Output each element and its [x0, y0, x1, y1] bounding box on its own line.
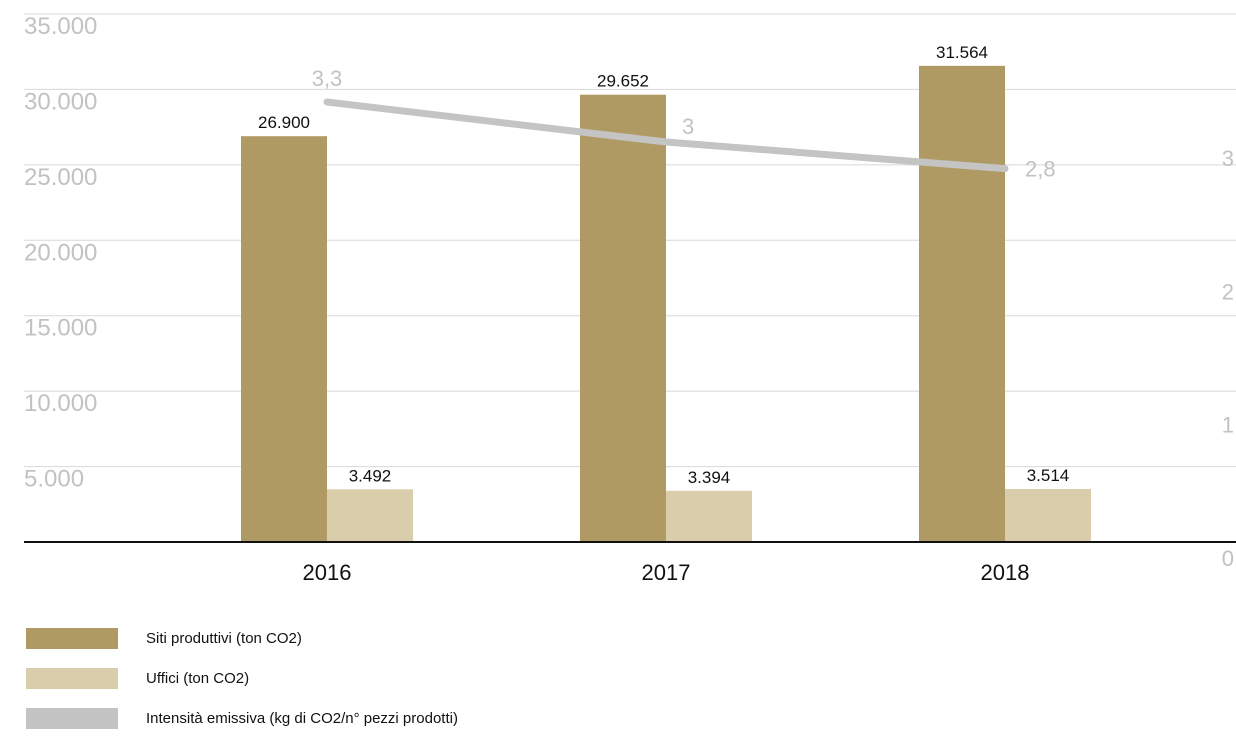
y-left-tick-label: 10.000 [24, 390, 97, 417]
y-left-tick-label: 30.000 [24, 88, 97, 115]
left-axis-ticks: 5.000 10.000 15.000 20.000 25.000 30.000 35.00… [24, 13, 97, 493]
legend-label-uffici: Uffici (ton CO2) [146, 670, 250, 687]
chart: 5.000 10.000 15.000 20.000 25.000 30.000 35.00… [24, 13, 1236, 585]
bar-siti [919, 65, 1005, 543]
bar-uffici [666, 490, 752, 542]
intensity-line: 3,3 3 2,8 [312, 66, 1056, 182]
bar-siti [241, 136, 327, 543]
legend-label-siti: Siti produttivi (ton CO2) [146, 630, 302, 647]
y-left-tick-label: 15.000 [24, 315, 97, 342]
bars: 26.900 3.492 29.652 3.394 31.564 3.514 [241, 43, 1091, 543]
x-tick-label: 2016 [303, 560, 352, 585]
legend-swatch-intensita [26, 708, 118, 729]
y-right-tick-label: 1 [1222, 413, 1234, 438]
legend-item-intensita: Intensità emissiva (kg di CO2/n° pezzi p… [26, 708, 458, 729]
intensity-data-label: 2,8 [1025, 157, 1056, 182]
bar-data-label: 29.652 [597, 72, 649, 91]
bar-data-label: 31.564 [936, 43, 988, 62]
bar-data-label: 3.514 [1027, 466, 1070, 485]
intensity-line-path [323, 98, 1009, 173]
y-left-tick-label: 5.000 [24, 466, 84, 493]
y-left-tick-label: 20.000 [24, 239, 97, 266]
bar-data-label: 3.394 [688, 468, 731, 487]
bar-data-label: 3.492 [349, 466, 392, 485]
legend-item-siti: Siti produttivi (ton CO2) [26, 628, 458, 649]
y-right-tick-label: 0 [1222, 546, 1234, 571]
x-tick-label: 2018 [981, 560, 1030, 585]
y-right-tick-label: 2 [1222, 279, 1234, 304]
bar-uffici [1005, 488, 1091, 542]
bar-data-label: 26.900 [258, 113, 310, 132]
legend-item-uffici: Uffici (ton CO2) [26, 668, 458, 689]
legend-swatch-uffici [26, 668, 118, 689]
y-right-tick-label: 3 [1222, 146, 1234, 171]
legend-label-intensita: Intensità emissiva (kg di CO2/n° pezzi p… [146, 710, 458, 727]
x-axis-labels: 2016 2017 2018 [303, 560, 1030, 585]
intensity-data-label: 3,3 [312, 66, 343, 91]
bar-siti [580, 94, 666, 542]
y-left-tick-label: 35.000 [24, 13, 97, 40]
x-tick-label: 2017 [642, 560, 691, 585]
intensity-data-label: 3 [682, 114, 694, 139]
right-axis-ticks: 0 1 2 3 [1222, 146, 1234, 571]
bar-uffici [327, 489, 413, 542]
legend: Siti produttivi (ton CO2) Uffici (ton CO… [26, 628, 458, 748]
y-left-tick-label: 25.000 [24, 164, 97, 191]
legend-swatch-siti [26, 628, 118, 649]
